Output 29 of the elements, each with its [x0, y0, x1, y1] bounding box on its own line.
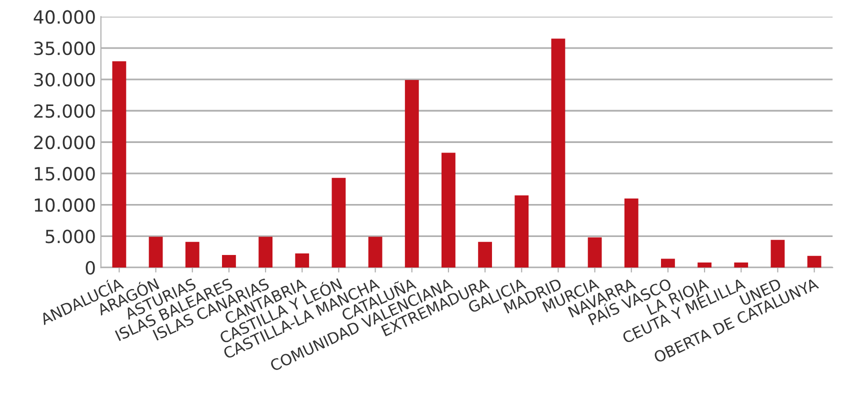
bar [442, 152, 456, 268]
bar [734, 262, 748, 268]
bar [148, 236, 163, 268]
bar [112, 61, 126, 268]
bar [551, 38, 566, 268]
bar [770, 240, 785, 268]
bar [807, 256, 822, 268]
bar [222, 254, 236, 268]
y-tick-label: 30.000 [34, 72, 95, 87]
y-tick-label: 20.000 [34, 136, 95, 150]
bar [368, 236, 382, 268]
y-tick-label: 40.000 [34, 10, 95, 24]
bar [661, 258, 675, 268]
bar [478, 242, 492, 268]
y-tick-label: 5.000 [46, 230, 95, 244]
bar [258, 236, 272, 268]
y-tick-label: 10.000 [34, 198, 95, 212]
bar [332, 178, 346, 268]
y-tick-label: 25.000 [34, 104, 95, 118]
bar [698, 262, 712, 268]
bar [185, 242, 200, 268]
bar [404, 80, 419, 268]
bar [624, 198, 638, 268]
y-tick-label: 35.000 [34, 42, 95, 56]
y-tick-label: 15.000 [34, 166, 95, 181]
y-tick-label: 0 [86, 260, 95, 275]
bar [295, 253, 310, 268]
bar [588, 237, 602, 268]
bar [514, 195, 529, 268]
